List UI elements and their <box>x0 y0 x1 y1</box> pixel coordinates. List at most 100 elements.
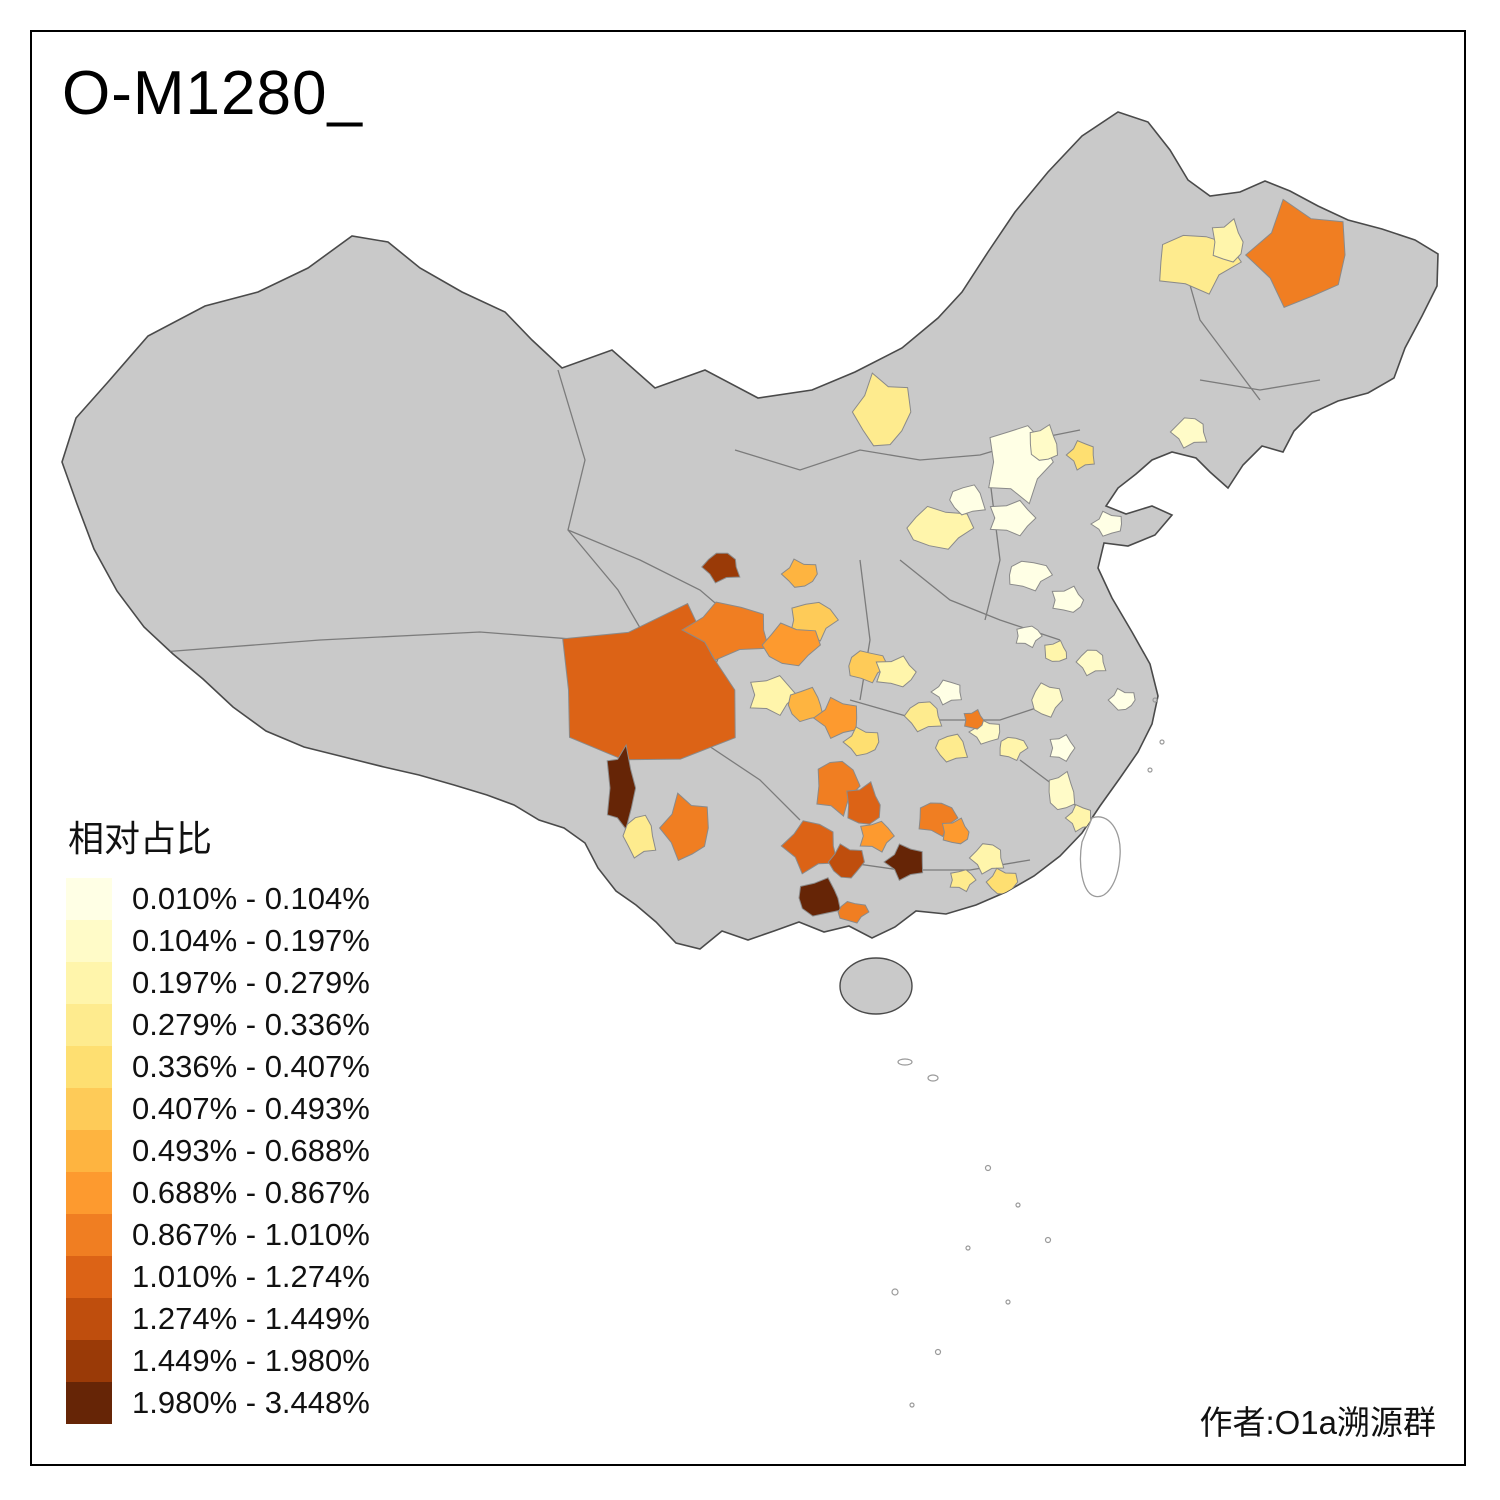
legend: 相对占比 0.010% - 0.104% 0.104% - 0.197% 0.197… <box>66 810 370 1424</box>
map-region <box>968 843 1005 875</box>
legend-swatch <box>66 1088 112 1130</box>
legend-swatch <box>66 1046 112 1088</box>
legend-label: 0.407% - 0.493% <box>132 1091 370 1126</box>
legend-swatch <box>66 1340 112 1382</box>
map-region <box>848 650 889 684</box>
legend-swatch <box>66 920 112 962</box>
map-region <box>906 505 975 550</box>
legend-label: 1.449% - 1.980% <box>132 1343 370 1378</box>
map-region <box>859 820 895 853</box>
map-region <box>1029 423 1059 461</box>
map-region <box>941 817 970 845</box>
map-region <box>1075 649 1107 677</box>
choropleth-regions <box>562 198 1346 924</box>
map-region <box>606 743 637 831</box>
page-title: O-M1280_ <box>62 59 363 128</box>
map-region <box>1169 417 1208 449</box>
legend-label: 0.493% - 0.688% <box>132 1133 370 1168</box>
map-region <box>749 675 798 717</box>
map-region <box>1211 217 1244 263</box>
map-region <box>622 814 657 859</box>
map-region <box>846 780 881 825</box>
author-credit: 作者:O1a溯源群 <box>1199 1404 1436 1441</box>
map-region <box>816 760 861 817</box>
hainan-island <box>839 957 913 1015</box>
legend-swatch <box>66 1214 112 1256</box>
map-region <box>1031 682 1064 718</box>
legend-label: 0.688% - 0.867% <box>132 1175 370 1210</box>
map-region <box>883 843 924 881</box>
legend-swatch <box>66 1130 112 1172</box>
map-region <box>1064 804 1092 833</box>
legend-item: 0.010% - 0.104% <box>66 878 370 920</box>
legend-label: 1.274% - 1.449% <box>132 1301 370 1336</box>
map-region <box>1244 198 1346 308</box>
legend-swatch <box>66 878 112 920</box>
map-region <box>1090 510 1123 537</box>
legend-item: 1.274% - 1.449% <box>66 1298 370 1340</box>
map-region <box>903 701 943 733</box>
map-region <box>1008 560 1054 592</box>
map-region <box>949 869 977 893</box>
map-region <box>842 726 880 757</box>
legend-item: 0.867% - 1.010% <box>66 1214 370 1256</box>
legend-label: 0.104% - 0.197% <box>132 923 370 958</box>
map-region <box>1015 625 1043 649</box>
map-region <box>658 792 709 862</box>
map-region <box>968 718 1001 745</box>
taiwan-island <box>1079 816 1121 898</box>
map-region <box>837 901 870 924</box>
legend-item: 0.279% - 0.336% <box>66 1004 370 1046</box>
legend-label: 1.980% - 3.448% <box>132 1385 370 1420</box>
legend-item: 0.197% - 0.279% <box>66 962 370 1004</box>
legend-label: 0.197% - 0.279% <box>132 965 370 1000</box>
legend-items: 0.010% - 0.104% 0.104% - 0.197% 0.197% - 0… <box>66 878 370 1424</box>
map-region <box>780 558 818 588</box>
legend-swatch <box>66 1382 112 1424</box>
south-china-sea-islands <box>891 697 1165 1408</box>
legend-label: 0.279% - 0.336% <box>132 1007 370 1042</box>
map-region <box>963 708 985 730</box>
map-region <box>701 552 741 584</box>
map-region <box>949 484 986 516</box>
legend-item: 0.688% - 0.867% <box>66 1172 370 1214</box>
legend-label: 1.010% - 1.274% <box>132 1259 370 1294</box>
legend-item: 1.980% - 3.448% <box>66 1382 370 1424</box>
legend-label: 0.336% - 0.407% <box>132 1049 370 1084</box>
map-region <box>1065 440 1095 471</box>
map-region <box>780 820 839 875</box>
legend-swatch <box>66 1298 112 1340</box>
map-region <box>930 679 962 706</box>
legend-item: 0.407% - 0.493% <box>66 1088 370 1130</box>
legend-item: 1.010% - 1.274% <box>66 1256 370 1298</box>
legend-title: 相对占比 <box>68 818 213 859</box>
legend-label: 0.867% - 1.010% <box>132 1217 370 1252</box>
map-region <box>851 372 912 447</box>
legend-swatch <box>66 1172 112 1214</box>
map-region <box>1049 734 1076 762</box>
map-region <box>1107 687 1136 711</box>
map-region <box>798 877 842 917</box>
legend-item: 0.493% - 0.688% <box>66 1130 370 1172</box>
legend-swatch <box>66 1004 112 1046</box>
map-region <box>812 696 858 739</box>
legend-item: 1.449% - 1.980% <box>66 1340 370 1382</box>
legend-label: 0.010% - 0.104% <box>132 881 370 916</box>
map-region <box>562 602 736 761</box>
map-region <box>1051 585 1085 613</box>
legend-swatch <box>66 962 112 1004</box>
legend-item: 0.104% - 0.197% <box>66 920 370 962</box>
map-region <box>1048 770 1076 811</box>
map-region <box>827 843 865 879</box>
map-region <box>934 733 969 763</box>
map-region <box>999 736 1029 762</box>
legend-item: 0.336% - 0.407% <box>66 1046 370 1088</box>
map-region <box>761 622 821 667</box>
legend-swatch <box>66 1256 112 1298</box>
map-region <box>1044 639 1068 662</box>
map-region <box>681 601 770 661</box>
map-region <box>989 499 1037 537</box>
map-region <box>875 655 917 688</box>
